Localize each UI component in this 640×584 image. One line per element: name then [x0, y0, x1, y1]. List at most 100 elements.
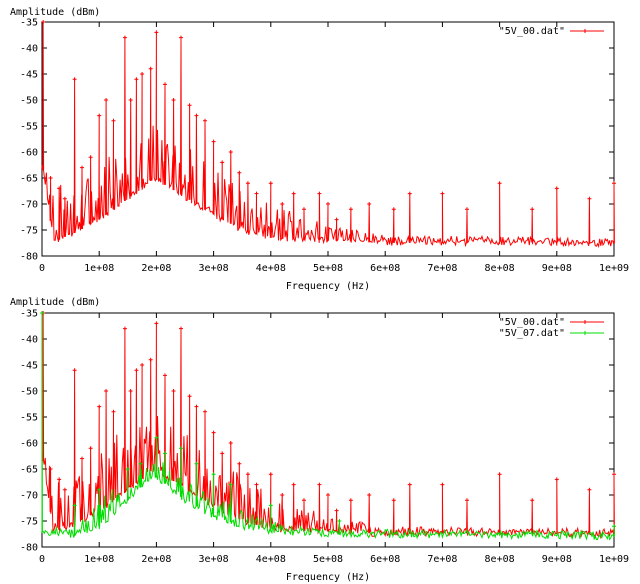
y-axis-label: Amplitude (dBm) — [10, 297, 100, 308]
data-point — [317, 482, 322, 487]
data-point — [162, 373, 167, 378]
data-point — [211, 139, 216, 144]
data-point — [194, 404, 199, 409]
y-tick-label: -80 — [20, 543, 38, 554]
tick-group: 0 1e+08 2e+08 3e+08 4e+08 5e+08 6e+08 7e+08 8e+0… — [20, 18, 629, 275]
data-point — [104, 98, 109, 102]
legend-marker — [583, 29, 587, 33]
x-tick-label: 7e+08 — [427, 263, 457, 274]
x-tick-label: 4e+08 — [256, 554, 286, 565]
data-point — [348, 207, 353, 212]
data-point — [254, 191, 259, 196]
data-point — [111, 409, 116, 414]
data-point — [497, 472, 502, 477]
data-point — [280, 202, 285, 206]
data-point — [122, 35, 127, 40]
data-point — [187, 103, 192, 108]
data-point — [245, 472, 250, 477]
data-point — [440, 482, 445, 487]
data-point — [317, 191, 322, 196]
x-tick-label: 4e+08 — [256, 263, 286, 274]
y-tick-label: -50 — [20, 96, 38, 107]
data-point — [57, 186, 62, 191]
data-point — [178, 446, 183, 451]
data-point — [57, 477, 62, 482]
data-point — [612, 472, 616, 477]
y-tick-label: -55 — [20, 413, 38, 424]
data-point — [88, 155, 93, 160]
data-point — [187, 394, 192, 399]
data-point — [162, 451, 167, 456]
data-point — [154, 435, 159, 440]
data-point — [138, 461, 143, 466]
data-point — [80, 456, 85, 461]
y-tick-label: -55 — [20, 122, 38, 133]
y-tick-label: -45 — [20, 361, 38, 372]
data-point — [530, 207, 535, 212]
data-point — [48, 467, 53, 471]
legend-label: "5V_00.dat" — [499, 317, 565, 328]
legend: "5V_00.dat""5V_07.dat" — [499, 317, 604, 339]
data-point — [220, 160, 225, 165]
data-point — [140, 363, 145, 367]
y-tick-label: -65 — [20, 174, 38, 185]
data-point — [254, 482, 259, 487]
y-tick-label: -65 — [20, 465, 38, 476]
data-point — [97, 113, 102, 118]
data-point — [391, 207, 396, 212]
y-tick-label: -70 — [20, 491, 38, 502]
legend: "5V_00.dat" — [499, 26, 604, 37]
data-point — [612, 181, 616, 186]
x-tick-label: 3e+08 — [199, 263, 229, 274]
data-point — [228, 441, 233, 445]
x-axis-label: Frequency (Hz) — [286, 572, 370, 583]
data-point — [178, 35, 183, 40]
x-tick-label: 5e+08 — [313, 554, 343, 565]
data-point — [301, 207, 306, 212]
data-point — [554, 477, 559, 482]
data-point — [291, 482, 296, 487]
data-point — [148, 357, 153, 362]
data-point — [194, 461, 199, 466]
y-tick-label: -40 — [20, 44, 38, 55]
data-point — [72, 503, 77, 508]
x-tick-label: 0 — [39, 554, 45, 565]
data-point — [203, 409, 208, 414]
data-point — [104, 389, 109, 393]
data-point — [291, 191, 296, 196]
data-point — [464, 498, 469, 503]
data-point — [80, 165, 85, 170]
data-point — [171, 98, 176, 102]
legend-label: "5V_07.dat" — [499, 328, 565, 339]
x-tick-label: 1e+08 — [84, 263, 114, 274]
data-point — [122, 326, 127, 331]
legend-label: "5V_00.dat" — [499, 26, 565, 37]
series-group — [40, 311, 616, 541]
x-tick-label: 1e+09 — [599, 554, 629, 565]
data-point — [268, 472, 273, 477]
series-line — [41, 21, 615, 249]
data-point — [128, 98, 133, 102]
data-point — [88, 446, 93, 451]
data-point — [72, 77, 77, 82]
data-point — [268, 503, 273, 508]
data-point — [134, 368, 139, 373]
data-point — [140, 72, 145, 76]
data-point — [612, 524, 616, 529]
y-tick-label: -45 — [20, 70, 38, 81]
data-point — [407, 191, 412, 196]
legend-marker — [583, 320, 587, 324]
data-point — [203, 118, 208, 123]
y-axis-label: Amplitude (dBm) — [10, 7, 100, 18]
data-point — [280, 493, 285, 497]
data-point — [237, 170, 242, 175]
y-tick-label: -60 — [20, 148, 38, 159]
data-point — [97, 404, 102, 409]
data-point — [228, 482, 233, 487]
tick-group: 0 1e+08 2e+08 3e+08 4e+08 5e+08 6e+08 7e+08 8e+0… — [20, 309, 629, 566]
data-point — [391, 498, 396, 503]
data-point — [62, 487, 67, 492]
data-point — [211, 472, 216, 477]
data-point — [337, 519, 342, 523]
